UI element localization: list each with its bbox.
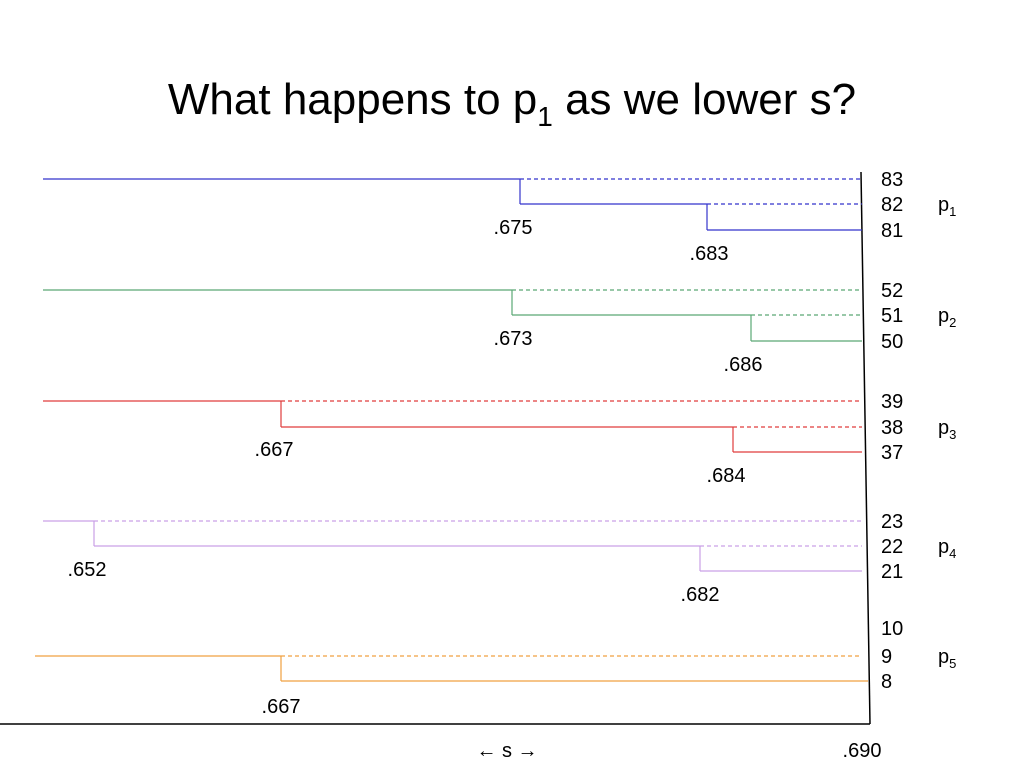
group-name: p <box>938 305 949 327</box>
title-text: What happens to p <box>168 75 537 124</box>
row-label: 81 <box>881 220 903 242</box>
row-label: 22 <box>881 536 903 558</box>
title-subscript: 1 <box>537 101 553 132</box>
group-subscript: 1 <box>949 204 956 219</box>
group-subscript: 4 <box>949 546 956 561</box>
axis-label: ← s → <box>476 740 537 762</box>
group-subscript: 3 <box>949 427 956 442</box>
group-label: p5 <box>938 646 956 671</box>
split-label: .675 <box>494 217 533 239</box>
split-label: .667 <box>255 439 294 461</box>
split-label: .652 <box>68 559 107 581</box>
split-label: .682 <box>681 584 720 606</box>
row-label: 82 <box>881 194 903 216</box>
title-rest: as we lower s? <box>553 75 856 124</box>
row-label: 50 <box>881 331 903 353</box>
group-subscript: 2 <box>949 315 956 330</box>
row-label: 10 <box>881 618 903 640</box>
group-label: p3 <box>938 417 956 442</box>
group-label: p1 <box>938 194 956 219</box>
split-label: .683 <box>690 243 729 265</box>
title: What happens to p1 as we lower s? <box>168 75 856 132</box>
group-label: p2 <box>938 305 956 330</box>
row-label: 21 <box>881 561 903 583</box>
group-name: p <box>938 194 949 216</box>
split-label: .667 <box>262 696 301 718</box>
row-label: 51 <box>881 305 903 327</box>
row-label: 83 <box>881 169 903 191</box>
row-label: 52 <box>881 280 903 302</box>
row-label: 37 <box>881 442 903 464</box>
row-label: 23 <box>881 511 903 533</box>
group-name: p <box>938 646 949 668</box>
row-label: 39 <box>881 391 903 413</box>
split-label: .684 <box>707 465 746 487</box>
group-name: p <box>938 417 949 439</box>
axis-end: .690 <box>843 740 882 762</box>
group-subscript: 5 <box>949 656 956 671</box>
group-name: p <box>938 536 949 558</box>
split-label: .673 <box>494 328 533 350</box>
row-label: 9 <box>881 646 892 668</box>
group-label: p4 <box>938 536 956 561</box>
split-label: .686 <box>724 354 763 376</box>
right-axis <box>860 171 871 725</box>
row-label: 38 <box>881 417 903 439</box>
row-label: 8 <box>881 671 892 693</box>
